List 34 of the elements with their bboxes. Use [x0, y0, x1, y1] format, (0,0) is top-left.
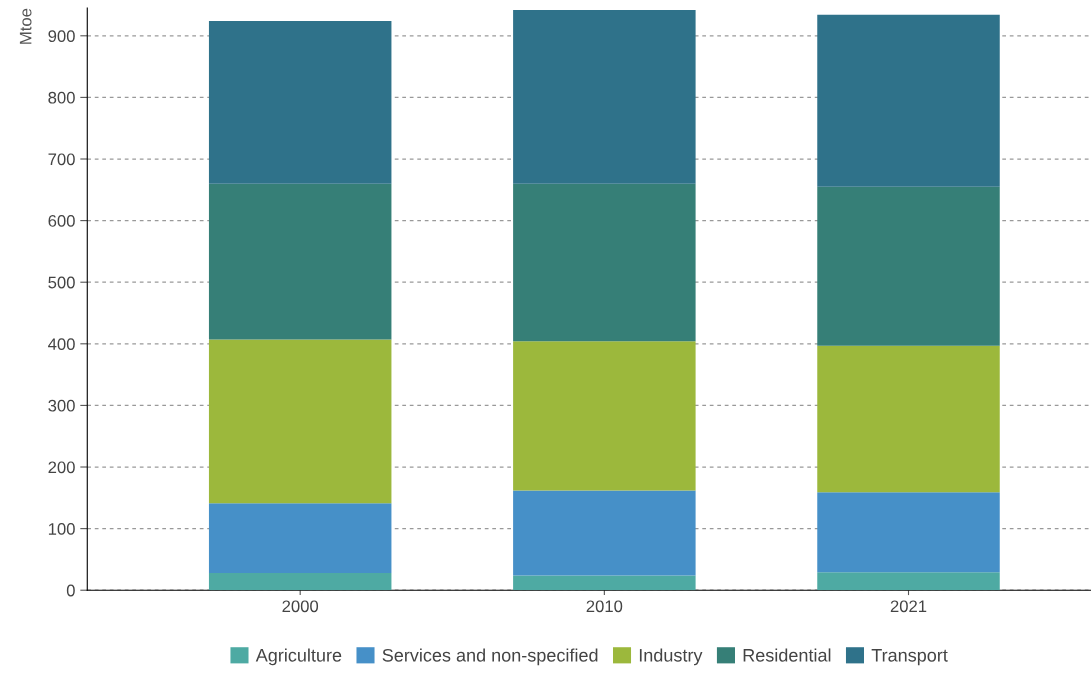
y-tick-label: 100 [48, 523, 75, 535]
y-tick-label: 500 [48, 276, 75, 289]
legend-label: Transport [871, 649, 948, 666]
bar [208, 21, 392, 184]
bar [208, 503, 392, 573]
bar [513, 183, 696, 342]
legend-label: Services and non-specified [382, 648, 598, 666]
bar [208, 183, 392, 340]
legend-label: Residential [743, 648, 831, 662]
y-axis-title: Mtoe [19, 8, 32, 44]
y-tick-label: 800 [48, 91, 75, 104]
y-tick-label: 900 [48, 30, 75, 42]
y-tick-label: 300 [48, 399, 75, 412]
bar [817, 572, 1000, 591]
bar [817, 345, 1000, 493]
y-tick-label: 400 [48, 338, 75, 351]
bar [513, 490, 696, 576]
bar [817, 492, 1000, 573]
legend-label: Agriculture [255, 648, 342, 666]
bar [513, 575, 696, 591]
y-tick-label: 200 [48, 461, 75, 474]
bar [208, 572, 392, 591]
y-tick-label: 0 [66, 584, 75, 597]
bar [817, 186, 1000, 346]
x-tick-label: 2021 [890, 600, 927, 613]
bar [513, 9, 696, 184]
legend-label: Industry [639, 648, 703, 666]
y-tick-label: 600 [48, 215, 75, 227]
bar [513, 341, 696, 491]
bar [208, 339, 392, 504]
x-tick-label: 2000 [282, 600, 319, 613]
bar [817, 14, 1000, 187]
x-tick-label: 2010 [586, 600, 623, 613]
y-tick-label: 700 [48, 153, 75, 166]
